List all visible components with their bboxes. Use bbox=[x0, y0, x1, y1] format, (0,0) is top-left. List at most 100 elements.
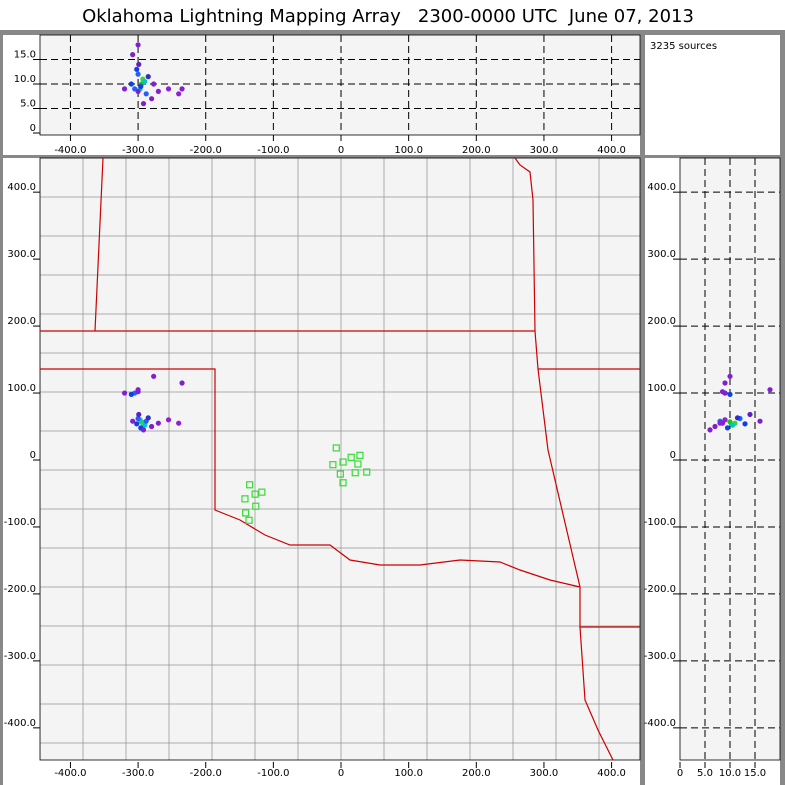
y-tick-label: -400.0 bbox=[644, 718, 676, 729]
lightning-source bbox=[134, 421, 140, 427]
station bbox=[329, 461, 337, 469]
lightning-source bbox=[151, 81, 157, 87]
station bbox=[246, 481, 254, 489]
lightning-source bbox=[142, 78, 148, 85]
x-tick-label: -200.0 bbox=[190, 768, 222, 779]
frame bbox=[0, 155, 785, 158]
x-tick-label: 200.0 bbox=[462, 768, 491, 779]
lightning-source bbox=[138, 83, 144, 90]
station bbox=[339, 458, 347, 466]
x-tick-label: -100.0 bbox=[257, 145, 289, 156]
lightning-source bbox=[165, 417, 172, 423]
lightning-source bbox=[121, 86, 128, 92]
station bbox=[258, 488, 266, 496]
lightning-source bbox=[143, 91, 149, 97]
x-tick-label: 0 bbox=[677, 768, 683, 779]
x-tick-label: 100.0 bbox=[394, 768, 423, 779]
x-tick-label: 400.0 bbox=[597, 768, 626, 779]
y-tick-label: 5.0 bbox=[20, 99, 36, 110]
x-tick-label: 200.0 bbox=[462, 145, 491, 156]
border bbox=[94, 158, 104, 332]
y-tick-label: 0 bbox=[670, 450, 676, 461]
lightning-source bbox=[155, 420, 161, 426]
x-tick-label: 10.0 bbox=[719, 768, 741, 779]
x-tick-label: -400.0 bbox=[54, 768, 86, 779]
lightning-source bbox=[747, 411, 753, 418]
y-tick-label: 200.0 bbox=[7, 316, 36, 327]
station bbox=[347, 453, 355, 461]
lightning-source bbox=[142, 422, 148, 428]
lightning-source bbox=[727, 391, 733, 397]
y-tick-label: 300.0 bbox=[7, 249, 36, 260]
lightning-source bbox=[729, 422, 736, 428]
y-tick-label: 100.0 bbox=[7, 383, 36, 394]
frame bbox=[0, 30, 3, 785]
x-tick-label: -400.0 bbox=[54, 145, 86, 156]
lightning-source bbox=[130, 52, 136, 58]
lightning-source bbox=[128, 81, 134, 87]
lightning-source bbox=[176, 420, 182, 426]
lightning-source bbox=[149, 423, 155, 430]
lightning-source bbox=[145, 415, 151, 421]
station bbox=[351, 469, 359, 477]
station bbox=[356, 451, 364, 459]
x-tick-label: 300.0 bbox=[530, 768, 559, 779]
station bbox=[354, 460, 362, 468]
station bbox=[241, 495, 249, 503]
lightning-source bbox=[722, 380, 728, 386]
y-tick-label: 15.0 bbox=[14, 50, 36, 61]
y-tick-label: 100.0 bbox=[647, 383, 676, 394]
lightning-source bbox=[135, 415, 141, 422]
x-tick-label: -100.0 bbox=[257, 768, 289, 779]
lightning-source bbox=[134, 66, 140, 72]
lightning-source bbox=[179, 380, 185, 386]
lightning-source bbox=[165, 86, 172, 92]
frame bbox=[640, 30, 645, 785]
lightning-source bbox=[149, 96, 155, 102]
y-tick-label: 0 bbox=[30, 450, 36, 461]
title: Oklahoma Lightning Mapping Array 2300-00… bbox=[82, 6, 694, 27]
y-tick-label: 200.0 bbox=[647, 316, 676, 327]
frame bbox=[780, 30, 785, 785]
lightning-source bbox=[121, 390, 128, 396]
lightning-source bbox=[140, 427, 147, 433]
station bbox=[242, 509, 250, 517]
station bbox=[332, 444, 340, 452]
source-count: 3235 sources bbox=[650, 41, 717, 52]
y-tick-label: -100.0 bbox=[4, 517, 36, 528]
lightning-source bbox=[176, 91, 182, 97]
y-tick-label: 10.0 bbox=[14, 74, 36, 85]
lightning-source bbox=[767, 387, 773, 393]
x-tick-label: -300.0 bbox=[122, 145, 154, 156]
station bbox=[336, 470, 344, 478]
lightning-source bbox=[145, 74, 151, 80]
lightning-source bbox=[155, 88, 161, 94]
x-tick-label: -300.0 bbox=[122, 768, 154, 779]
x-tick-label: 15.0 bbox=[744, 768, 766, 779]
y-tick-label: -300.0 bbox=[4, 651, 36, 662]
lightning-source bbox=[727, 373, 733, 379]
y-tick-label: 400.0 bbox=[7, 182, 36, 193]
lightning-source bbox=[135, 88, 141, 94]
y-tick-label: 0 bbox=[30, 123, 36, 134]
x-tick-label: 300.0 bbox=[530, 145, 559, 156]
lightning-source bbox=[135, 387, 141, 393]
lightning-source bbox=[135, 71, 141, 77]
x-tick-label: 0 bbox=[338, 768, 344, 779]
lightning-source bbox=[128, 391, 134, 397]
y-tick-label: 300.0 bbox=[647, 249, 676, 260]
lightning-source bbox=[712, 423, 718, 430]
lightning-source bbox=[734, 415, 741, 421]
state-borders bbox=[40, 158, 640, 760]
lightning-source bbox=[742, 421, 748, 427]
station bbox=[363, 468, 371, 476]
lightning-source bbox=[757, 418, 763, 424]
border bbox=[579, 626, 614, 760]
lightning-source bbox=[130, 418, 136, 424]
x-tick-label: 5.0 bbox=[697, 768, 713, 779]
lightning-source bbox=[140, 101, 147, 107]
x-tick-label: 100.0 bbox=[394, 145, 423, 156]
lightning-source bbox=[707, 427, 713, 433]
